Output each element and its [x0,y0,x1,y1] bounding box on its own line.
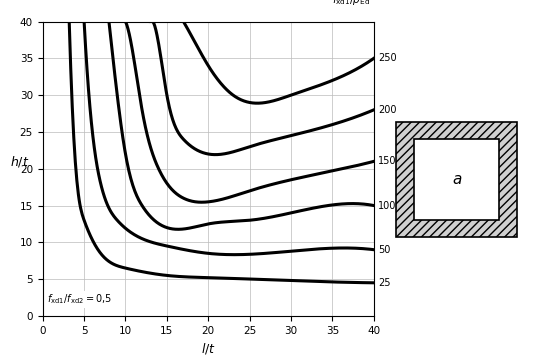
Bar [414,139,499,220]
Text: $f_{\mathrm{xd1}}/f_{\mathrm{xd2}}=0{,}5$: $f_{\mathrm{xd1}}/f_{\mathrm{xd2}}=0{,}5… [47,293,112,307]
Bar [396,122,517,237]
X-axis label: $l / t$: $l / t$ [201,341,216,356]
Text: 250: 250 [378,53,397,63]
Text: 150: 150 [378,157,396,166]
Y-axis label: $h / t$: $h / t$ [10,154,29,169]
Text: 25: 25 [378,278,390,288]
Text: 50: 50 [378,245,390,255]
Text: 100: 100 [378,201,396,210]
Text: a: a [452,172,461,187]
Text: 200: 200 [378,105,396,115]
Text: $f_{\mathrm{xd1}}/p_{\mathrm{Ed}}$: $f_{\mathrm{xd1}}/p_{\mathrm{Ed}}$ [332,0,370,7]
